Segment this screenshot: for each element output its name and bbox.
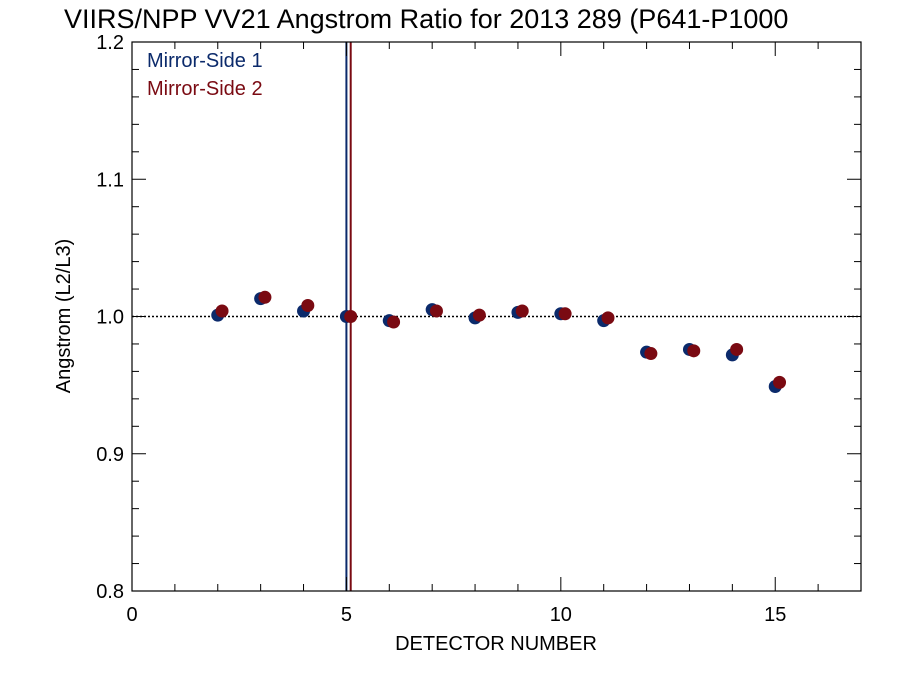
legend-entry-1: Mirror-Side 1 <box>147 50 263 72</box>
data-point-series-2 <box>472 308 486 322</box>
data-point-series-2 <box>601 311 615 325</box>
data-point-series-2 <box>215 304 229 318</box>
data-point-series-2 <box>773 375 787 389</box>
data-point-series-2 <box>730 342 744 356</box>
chart-title: VIIRS/NPP VV21 Angstrom Ratio for 2013 2… <box>64 4 788 34</box>
data-point-series-2 <box>344 310 358 323</box>
x-tick-label: 10 <box>550 604 572 626</box>
data-point-series-2 <box>687 344 701 358</box>
data-point-series-2 <box>558 307 572 321</box>
data-point-series-2 <box>387 315 401 329</box>
data-point-series-2 <box>515 304 529 318</box>
y-axis-title: Angstrom (L2/L3) <box>53 239 75 394</box>
y-tick-label: 1.0 <box>96 307 124 329</box>
y-tick-label: 1.2 <box>96 32 124 54</box>
legend-entry-2: Mirror-Side 2 <box>147 78 263 100</box>
x-tick-label: 0 <box>126 604 137 626</box>
x-tick-label: 5 <box>341 604 352 626</box>
x-axis-title: DETECTOR NUMBER <box>395 633 597 655</box>
y-tick-label: 0.8 <box>96 581 124 603</box>
data-point-series-2 <box>301 299 315 313</box>
y-tick-label: 1.1 <box>96 169 124 191</box>
legend: Mirror-Side 1 Mirror-Side 2 <box>147 50 263 100</box>
y-tick-label: 0.9 <box>96 444 124 466</box>
data-point-series-2 <box>644 347 658 361</box>
data-point-series-2 <box>429 304 443 318</box>
x-tick-label: 15 <box>764 604 786 626</box>
data-point-series-2 <box>258 290 272 304</box>
